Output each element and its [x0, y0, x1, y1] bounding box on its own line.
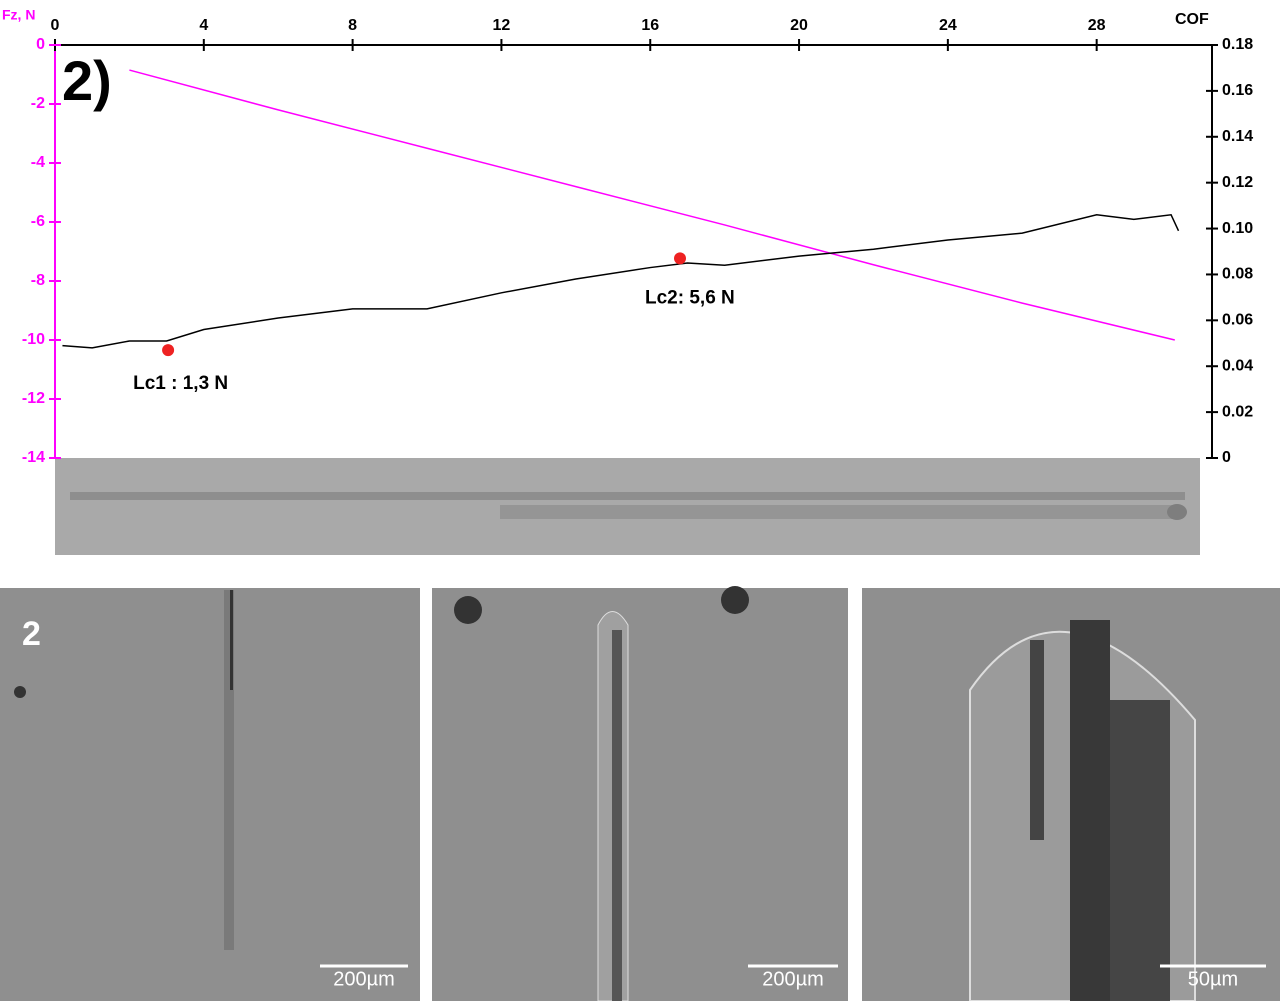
y-tick-label: -8: [31, 272, 45, 289]
scratch-strip: [55, 458, 1200, 555]
y-tick-label: -4: [31, 154, 45, 171]
y2-tick-label: 0.18: [1222, 36, 1253, 53]
y2-tick-label: 0.10: [1222, 220, 1253, 237]
y2-tick-label: 0.16: [1222, 82, 1253, 99]
y-axis-label: Fz, N: [2, 7, 35, 23]
critical-load-point: [674, 252, 687, 265]
y2-tick-label: 0: [1222, 449, 1231, 466]
y-tick-label: -10: [22, 331, 45, 348]
scale-label: 50µm: [1188, 968, 1238, 990]
x-tick-label: 8: [348, 17, 357, 34]
x-tick-label: 24: [939, 17, 957, 34]
y-tick-label: 0: [36, 36, 45, 53]
data-line: [129, 69, 1175, 341]
x-tick-label: 20: [790, 17, 808, 34]
sem-image-1: [0, 588, 420, 1001]
x-tick-label: 12: [493, 17, 511, 34]
y2-tick-label: 0.04: [1222, 357, 1253, 374]
critical-load-point: [162, 344, 175, 357]
annotation: Lc1 : 1,3 N: [133, 373, 228, 394]
y2-axis-label: COF: [1175, 11, 1209, 28]
y-tick-label: -12: [22, 390, 45, 407]
panel-title: 2): [62, 49, 112, 112]
y-tick-label: -14: [22, 449, 45, 466]
scale-label: 200µm: [333, 968, 395, 990]
x-tick-label: 16: [641, 17, 659, 34]
y-tick-label: -2: [31, 95, 45, 112]
y2-tick-label: 0.08: [1222, 266, 1253, 283]
sem-image-2: [432, 586, 848, 1002]
sem-image-3: [862, 588, 1280, 1002]
x-tick-label: 0: [51, 17, 60, 34]
annotation: Lc2: 5,6 N: [645, 287, 735, 308]
y2-tick-label: 0.14: [1222, 128, 1253, 145]
y2-tick-label: 0.06: [1222, 312, 1253, 329]
y2-tick-label: 0.12: [1222, 174, 1253, 191]
scale-label: 200µm: [762, 968, 824, 990]
data-line: [62, 213, 1180, 349]
chart: 0 4 8 12 16 20 24 28 0 -2 -4 -6 -8 -10 -12 -14 0.18 0.16 0…: [2, 7, 1253, 467]
x-tick-label: 28: [1088, 17, 1106, 34]
y2-tick-label: 0.02: [1222, 403, 1253, 420]
y-tick-label: -6: [31, 213, 45, 230]
x-tick-label: 4: [199, 17, 208, 34]
panel-label: 2: [22, 615, 41, 653]
